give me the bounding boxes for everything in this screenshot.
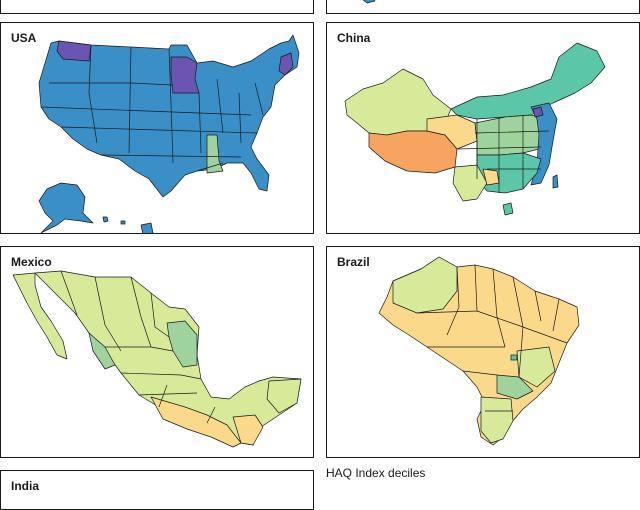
usa-map-panel: USA — [0, 22, 314, 234]
mexico-south — [150, 396, 242, 448]
mexico-chiapas — [232, 414, 264, 446]
mexico-map-panel: Mexico — [0, 246, 314, 458]
china-beijing — [532, 106, 544, 118]
top-left-panel-partial — [0, 0, 314, 14]
mexico-yucatan — [266, 378, 302, 414]
brazil-map — [378, 256, 580, 446]
washington-state — [56, 40, 92, 62]
alaska — [38, 182, 94, 233]
china-map-panel: China — [326, 22, 640, 234]
china-map — [344, 42, 606, 216]
usa-title: USA — [11, 31, 37, 45]
mexico-nuevo-leon — [166, 320, 198, 368]
mexico-baja-california — [12, 272, 68, 360]
mexico-title: Mexico — [11, 255, 52, 269]
brazil-map-panel: Brazil — [326, 246, 640, 458]
mississippi-state — [206, 134, 224, 174]
china-north — [450, 42, 606, 120]
india-map-panel: India — [0, 470, 314, 510]
northeast-states — [278, 52, 294, 76]
china-title: China — [337, 31, 371, 45]
brazil-sao-paulo — [496, 374, 534, 400]
usa-contiguous — [38, 34, 300, 198]
minnesota-state — [170, 56, 200, 94]
india-title: India — [11, 479, 40, 493]
brazil-federal-district — [510, 354, 518, 361]
partial-map-fragment — [362, 0, 376, 4]
brazil-south — [480, 396, 514, 444]
brazil-minas-gerais — [516, 346, 556, 388]
top-right-panel-partial — [326, 0, 640, 14]
mexico-map — [12, 270, 302, 448]
usa-map — [38, 34, 300, 233]
china-qinghai — [426, 114, 478, 150]
china-taiwan — [552, 174, 559, 189]
brazil-title: Brazil — [337, 255, 370, 269]
hawaii-small-island — [120, 220, 126, 225]
china-hainan — [502, 202, 514, 216]
china-tibet — [368, 130, 458, 174]
hawaii-big-island — [140, 222, 154, 233]
mexico-sinaloa — [88, 332, 116, 370]
brazil-amazonas — [392, 256, 458, 314]
legend-title: HAQ Index deciles — [326, 466, 426, 480]
hawaii-island — [102, 216, 109, 223]
